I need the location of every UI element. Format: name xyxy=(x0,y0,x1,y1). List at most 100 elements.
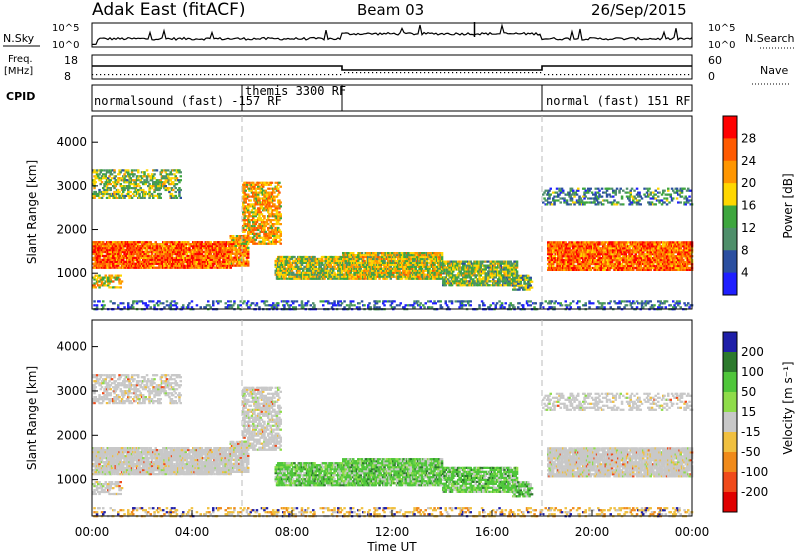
power-cell xyxy=(359,277,362,280)
power-cell xyxy=(94,264,97,267)
power-cell xyxy=(275,187,279,190)
power-cell xyxy=(164,266,167,269)
power-cell xyxy=(562,255,565,258)
power-cell xyxy=(273,205,276,208)
power-cell xyxy=(260,223,264,226)
power-cell xyxy=(519,278,522,281)
power-cell xyxy=(417,265,420,268)
power-cell xyxy=(327,277,330,280)
power-cell xyxy=(160,266,164,269)
power-cell xyxy=(447,264,450,267)
power-cell xyxy=(342,263,345,266)
power-cell xyxy=(522,278,525,281)
power-cell xyxy=(117,181,120,184)
power-cell xyxy=(152,254,155,258)
power-cell xyxy=(367,265,370,268)
power-cell xyxy=(150,256,154,259)
power-cell xyxy=(178,194,181,197)
nave-dot xyxy=(548,74,550,76)
power-cell xyxy=(294,265,297,268)
power-cell xyxy=(277,267,280,270)
power-cell xyxy=(469,262,472,265)
power-cell xyxy=(124,250,127,254)
power-cell xyxy=(160,249,164,252)
power-cell xyxy=(397,257,400,261)
power-cell xyxy=(163,252,166,256)
power-cell xyxy=(273,232,276,235)
power-cell xyxy=(553,255,556,258)
power-cell xyxy=(422,261,425,264)
power-cell xyxy=(187,241,190,244)
power-cell xyxy=(124,241,127,244)
power-cell xyxy=(317,275,320,278)
power-cell xyxy=(210,258,214,261)
power-cell xyxy=(367,252,370,255)
power-cell xyxy=(270,205,274,208)
power-cell xyxy=(258,242,261,245)
power-cell xyxy=(107,258,110,261)
power-cell xyxy=(200,245,204,248)
power-cell xyxy=(112,280,115,283)
power-cell xyxy=(114,190,117,194)
power-cell xyxy=(433,263,436,266)
power-cell xyxy=(389,259,392,263)
power-cell xyxy=(137,249,140,252)
power-cell xyxy=(342,252,345,255)
power-cell xyxy=(155,169,159,172)
power-cell xyxy=(109,187,112,190)
power-cell xyxy=(263,193,266,196)
power-cell xyxy=(524,278,527,281)
power-cell xyxy=(160,260,164,263)
power-cell xyxy=(220,264,224,267)
power-cell xyxy=(142,256,145,259)
power-cell xyxy=(148,196,151,199)
power-cell xyxy=(302,257,305,261)
power-cell xyxy=(178,171,181,174)
power-cell xyxy=(193,245,196,248)
power-cell xyxy=(342,254,345,257)
power-cell xyxy=(507,278,510,281)
power-cell xyxy=(255,221,259,224)
power-cell xyxy=(274,273,277,276)
power-cell xyxy=(334,277,337,280)
power-cell xyxy=(129,250,132,254)
power-cell xyxy=(244,236,247,239)
power-cell xyxy=(269,236,272,239)
power-cell xyxy=(95,274,99,277)
power-cell xyxy=(475,268,479,271)
power-cell xyxy=(507,268,510,271)
nsearch-tick-top: 10^5 xyxy=(708,23,735,34)
power-cell xyxy=(109,194,112,197)
power-cell xyxy=(238,250,241,253)
power-cell xyxy=(364,273,367,276)
power-cell xyxy=(109,258,112,261)
power-cell xyxy=(139,175,142,178)
power-cell xyxy=(387,271,390,274)
power-cell xyxy=(102,262,105,265)
power-cell xyxy=(269,221,272,224)
power-cell xyxy=(205,262,209,265)
power-cell xyxy=(210,254,214,258)
power-cell xyxy=(407,265,410,268)
power-cell xyxy=(163,262,166,265)
power-cell xyxy=(352,257,355,261)
power-cell xyxy=(484,280,487,283)
power-cell xyxy=(145,260,149,263)
nave-dot xyxy=(260,74,262,76)
power-cell xyxy=(507,262,510,265)
power-cell xyxy=(109,245,112,248)
power-cell xyxy=(272,219,275,222)
power-cell xyxy=(277,215,280,218)
power-cell xyxy=(235,238,239,242)
power-cell xyxy=(479,278,482,281)
power-cell xyxy=(100,181,104,184)
power-cell xyxy=(93,276,96,279)
power-cell xyxy=(242,191,245,194)
power-cell xyxy=(295,271,299,274)
power-cell xyxy=(384,269,387,272)
power-cell xyxy=(213,266,216,269)
power-cell xyxy=(225,258,229,261)
power-cell xyxy=(92,241,95,244)
power-cell xyxy=(210,250,214,254)
power-cell xyxy=(468,270,471,273)
